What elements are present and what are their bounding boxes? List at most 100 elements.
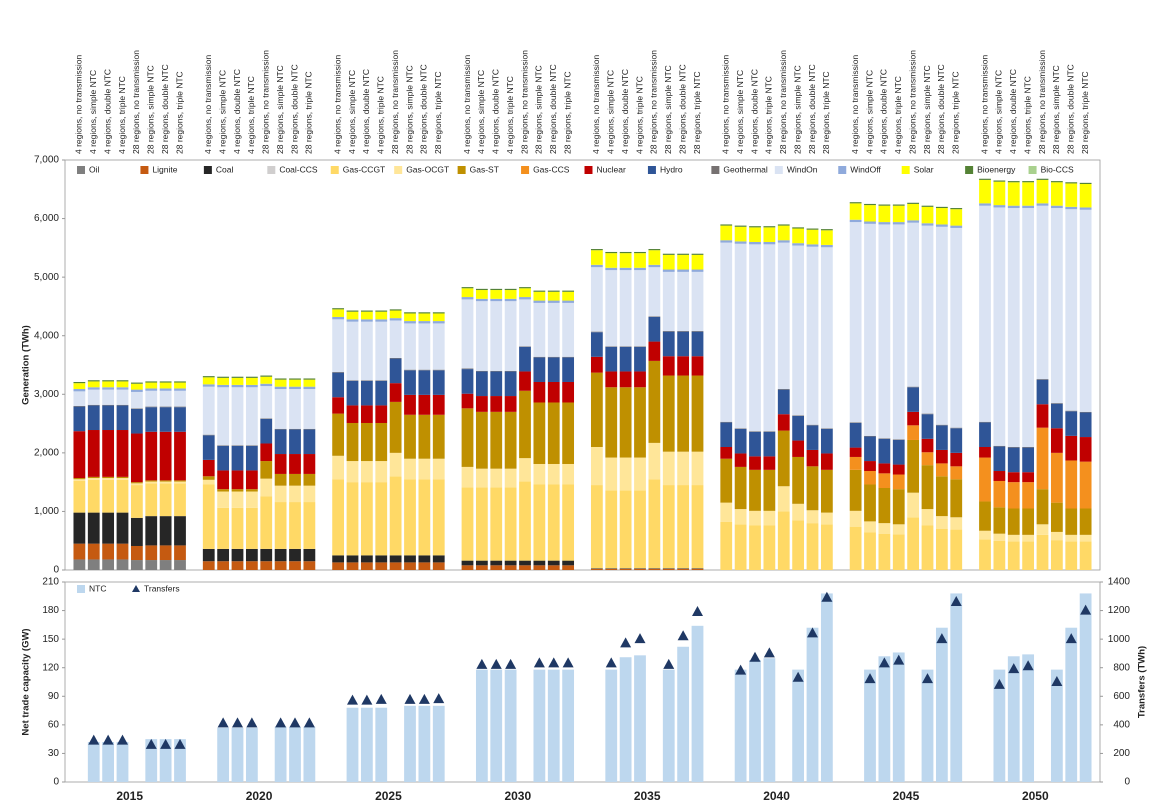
y-tick-label: 3,000: [34, 389, 59, 400]
bar-segment: [547, 402, 560, 464]
x-tick-label: 4 regions, no transmission: [721, 55, 731, 154]
bar-segment: [864, 521, 876, 533]
bar-segment: [547, 565, 560, 570]
bar-segment: [1050, 403, 1063, 404]
bar-segment: [892, 534, 905, 570]
bar-segment: [590, 332, 603, 357]
marker: [476, 658, 488, 669]
bar-segment: [260, 496, 273, 549]
x-tick-label: 4 regions, no transmission: [332, 55, 342, 154]
bar-segment: [389, 310, 402, 319]
bar-segment: [950, 227, 963, 428]
bar-segment: [73, 431, 86, 479]
bar-segment: [691, 253, 704, 255]
bar-segment: [260, 418, 273, 419]
bar-segment: [1036, 524, 1049, 535]
marker: [160, 738, 172, 749]
x-group-label: 2050: [1022, 789, 1049, 803]
bar-segment: [174, 388, 186, 391]
bar-segment: [73, 559, 86, 570]
bar-segment: [533, 560, 546, 566]
bar-segment: [720, 521, 733, 570]
bar-segment: [475, 371, 488, 397]
bar-segment: [1022, 472, 1035, 483]
bar-segment: [1065, 435, 1078, 461]
bar-segment: [432, 312, 445, 314]
legend-swatch: [711, 166, 720, 174]
bar-segment: [734, 428, 747, 454]
bar-segment: [418, 555, 431, 563]
bar: [921, 669, 934, 782]
bar: [490, 669, 503, 782]
bar-segment: [490, 487, 503, 561]
marker: [174, 738, 186, 749]
bar-segment: [1065, 206, 1078, 210]
bar-segment: [87, 543, 100, 560]
bar-segment: [533, 565, 546, 570]
bar-segment: [159, 545, 172, 561]
bar-segment: [87, 559, 100, 570]
bar-segment: [332, 397, 345, 414]
bar: [792, 669, 805, 782]
bar-segment: [404, 479, 416, 556]
bar-segment: [102, 405, 115, 431]
bar-segment: [691, 271, 704, 332]
bar-segment: [375, 405, 388, 423]
bar-segment: [806, 466, 819, 511]
bar-segment: [159, 381, 172, 383]
bar-segment: [360, 311, 373, 320]
marker: [878, 657, 890, 668]
bar-segment: [274, 429, 287, 455]
bar-segment: [432, 321, 445, 324]
bar-segment: [245, 548, 258, 562]
bar-segment: [217, 507, 230, 549]
bar-segment: [231, 445, 244, 471]
bar-segment: [418, 370, 431, 395]
bar-segment: [547, 290, 560, 292]
bar-segment: [691, 331, 704, 357]
x-tick-label: 4 regions, simple NTC: [994, 70, 1004, 154]
bar: [533, 669, 546, 782]
bar-segment: [907, 203, 920, 221]
bar-segment: [418, 562, 431, 570]
bar-segment: [475, 487, 488, 561]
bar-segment: [605, 251, 618, 254]
bar-segment: [907, 386, 920, 388]
bar-segment: [590, 485, 603, 569]
bar-segment: [375, 562, 388, 570]
bar-segment: [274, 428, 287, 430]
bar-segment: [389, 476, 402, 556]
bar-segment: [662, 253, 675, 255]
bar-segment: [849, 510, 862, 527]
bar-segment: [720, 225, 733, 241]
bar-segment: [1022, 447, 1035, 473]
bar-segment: [605, 568, 618, 570]
bar-segment: [777, 389, 790, 390]
bar-segment: [360, 380, 373, 406]
bar-segment: [87, 476, 100, 479]
bar-segment: [749, 244, 761, 432]
bar-segment: [418, 323, 431, 370]
bar-segment: [461, 487, 474, 561]
bar-segment: [245, 507, 258, 549]
bar-segment: [677, 331, 690, 357]
bar-segment: [289, 386, 301, 390]
y-tick-label: 120: [42, 662, 59, 673]
bar-segment: [677, 485, 690, 569]
bar-segment: [260, 376, 273, 384]
bar-segment: [691, 356, 704, 376]
bar-segment: [1050, 181, 1063, 183]
bar-segment: [289, 473, 301, 486]
bar-segment: [260, 443, 273, 462]
bar-segment: [921, 205, 934, 207]
bar-segment: [662, 356, 675, 376]
bar-segment: [892, 464, 905, 475]
bar-segment: [332, 562, 345, 570]
bar-segment: [432, 414, 445, 459]
bar-segment: [590, 264, 603, 268]
bar-segment: [792, 520, 805, 570]
bar-segment: [677, 331, 690, 332]
bar-segment: [777, 224, 790, 226]
bar-segment: [130, 517, 143, 546]
bar-segment: [921, 452, 934, 466]
